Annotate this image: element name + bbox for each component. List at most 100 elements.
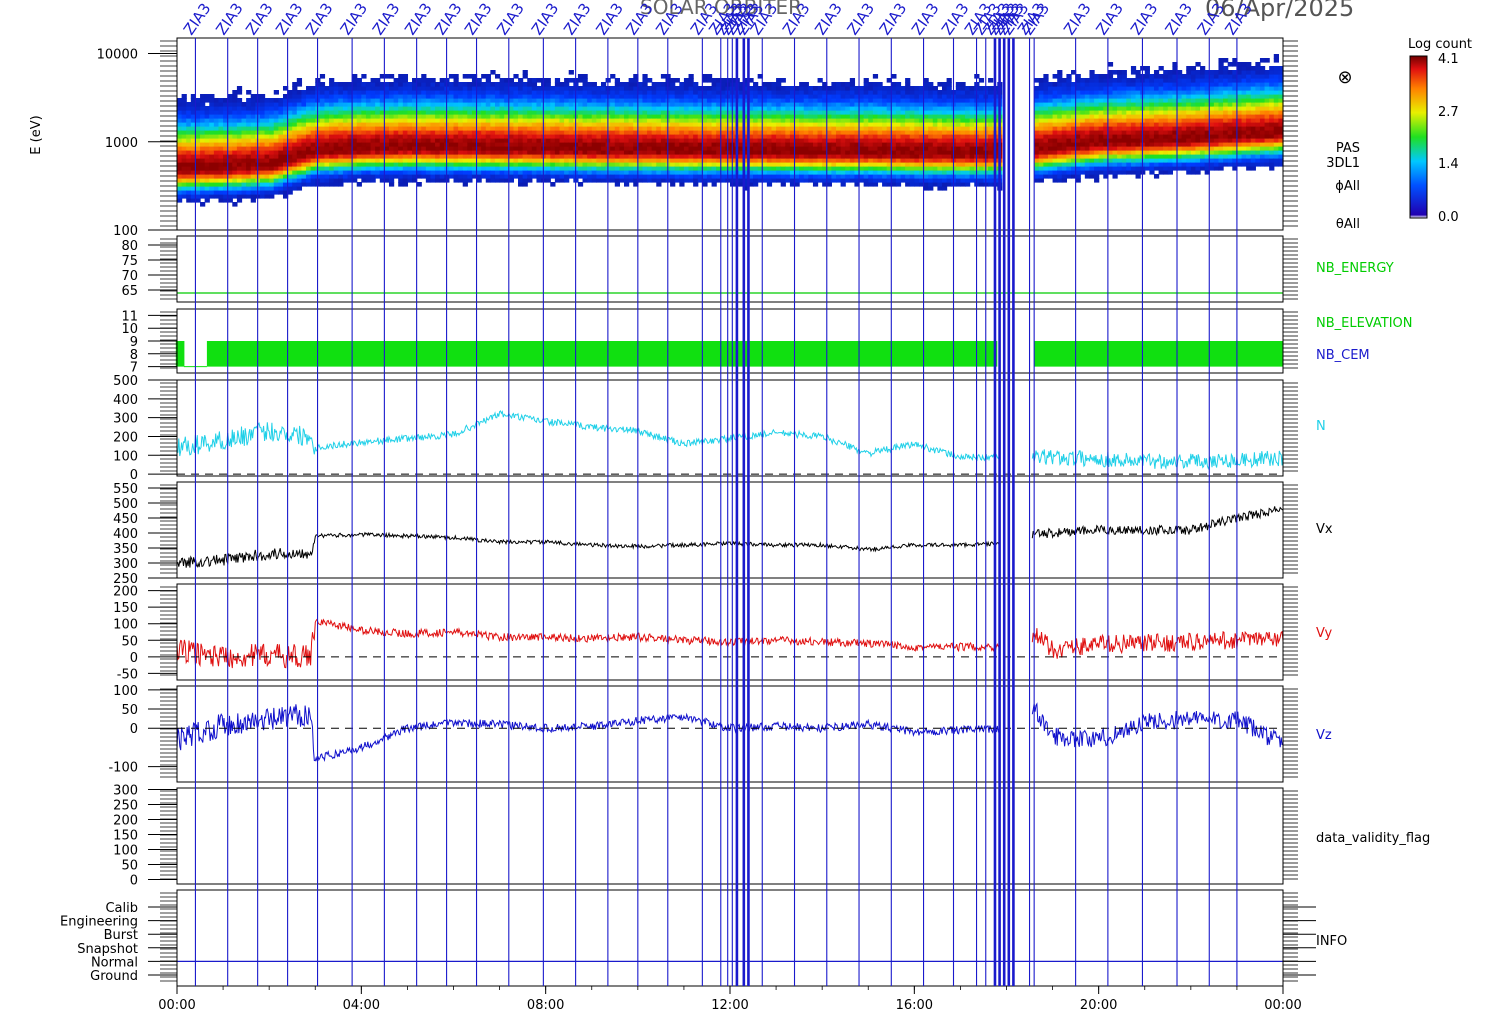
spectrogram-cell	[329, 114, 335, 119]
spectrogram-cell	[886, 142, 892, 147]
spectrogram-cell	[476, 158, 482, 163]
spectrogram-cell	[711, 126, 717, 131]
spectrogram-cell	[905, 142, 911, 147]
spectrogram-cell	[817, 130, 823, 135]
spectrogram-cell	[375, 122, 381, 127]
spectrogram-cell	[854, 174, 860, 179]
spectrogram-cell	[693, 170, 699, 175]
spectrogram-cell	[757, 174, 763, 179]
spectrogram-cell	[223, 166, 229, 171]
spectrogram-cell	[499, 178, 505, 183]
spectrogram-cell	[859, 110, 865, 115]
spectrogram-cell	[914, 178, 920, 183]
spectrogram-cell	[292, 166, 298, 171]
spectrogram-cell	[439, 174, 445, 179]
spectrogram-cell	[928, 86, 934, 91]
spectrogram-cell	[1034, 162, 1040, 167]
spectrogram-cell	[223, 134, 229, 139]
spectrogram-cell	[490, 166, 496, 171]
spectrogram-cell	[384, 102, 390, 107]
spectrogram-cell	[522, 126, 528, 131]
spectrogram-cell	[918, 162, 925, 167]
spectrogram-cell	[610, 86, 616, 91]
spectrogram-cell	[338, 146, 344, 151]
spectrogram-cell	[365, 166, 372, 171]
spectrogram-cell	[246, 170, 252, 175]
spectrogram-cell	[817, 106, 823, 111]
spectrogram-cell	[536, 86, 542, 91]
spectrogram-cell	[471, 130, 478, 135]
spectrogram-cell	[854, 106, 860, 111]
spectrogram-cell	[232, 122, 238, 127]
spectrogram-cell	[439, 102, 445, 107]
spectrogram-cell	[471, 134, 478, 139]
spectrogram-cell	[425, 158, 432, 163]
spectrogram-cell	[909, 174, 915, 179]
spectrogram-cell	[499, 134, 505, 139]
spectrogram-cell	[928, 174, 934, 179]
spectrogram-cell	[554, 166, 561, 171]
spectrogram-cell	[739, 130, 745, 135]
spectrogram-cell	[794, 182, 800, 187]
spectrogram-cell	[822, 134, 828, 139]
spectrogram-cell	[1038, 94, 1044, 99]
spectrogram-cell	[287, 154, 293, 159]
spectrogram-cell	[683, 162, 690, 167]
spectrogram-cell	[582, 138, 588, 143]
spectrogram-cell	[564, 142, 570, 147]
spectrogram-cell	[812, 150, 819, 155]
spectrogram-cell	[789, 154, 796, 159]
spectrogram-cell	[1089, 142, 1095, 147]
event-marker-label: ZIA3	[1092, 0, 1127, 38]
spectrogram-cell	[969, 170, 975, 175]
spectrogram-cell	[757, 126, 763, 131]
spectrogram-cell	[637, 102, 644, 107]
spectrogram-cell	[1034, 178, 1040, 183]
spectrogram-cell	[831, 130, 837, 135]
spectrogram-cell	[969, 126, 975, 131]
spectrogram-cell	[799, 94, 805, 99]
spectrogram-cell	[204, 142, 210, 147]
spectrogram-cell	[545, 166, 551, 171]
spectrogram-cell	[905, 174, 911, 179]
spectrogram-cell	[771, 118, 777, 123]
spectrogram-cell	[186, 110, 192, 115]
spectrogram-cell	[577, 90, 584, 95]
spectrogram-cell	[209, 134, 215, 139]
spectrogram-cell	[771, 174, 777, 179]
spectrogram-cell	[186, 178, 192, 183]
spectrogram-cell	[522, 142, 528, 147]
spectrogram-cell	[923, 94, 929, 99]
spectrogram-cell	[200, 102, 206, 107]
spectrogram-cell	[771, 142, 777, 147]
spectrogram-cell	[287, 174, 293, 179]
spectrogram-cell	[932, 174, 938, 179]
spectrogram-cell	[863, 130, 869, 135]
spectrogram-cell	[849, 154, 856, 159]
spectrogram-cell	[706, 90, 713, 95]
spectrogram-cell	[637, 110, 644, 115]
spectrogram-cell	[753, 110, 759, 115]
spectrogram-cell	[504, 146, 510, 151]
spectrogram-cell	[458, 94, 464, 99]
spectrogram-cell	[762, 166, 768, 171]
spectrogram-cell	[937, 150, 943, 155]
spectrogram-cell	[329, 82, 335, 87]
spectrogram-cell	[1038, 110, 1044, 115]
spectrogram-cell	[213, 170, 220, 175]
spectrogram-cell	[1075, 106, 1081, 111]
spectrogram-cell	[379, 110, 385, 115]
spectrogram-cell	[329, 182, 335, 187]
spectrogram-cell	[195, 122, 201, 127]
spectrogram-cell	[872, 146, 879, 151]
spectrogram-cell	[550, 134, 556, 139]
spectrogram-cell	[393, 154, 399, 159]
spectrogram-cell	[527, 82, 533, 87]
spectrogram-cell	[923, 166, 929, 171]
spectrogram-cell	[923, 106, 929, 111]
spectrogram-cell	[854, 178, 860, 183]
spectrogram-cell	[232, 98, 238, 103]
spectrogram-cell	[246, 90, 252, 95]
spectrogram-cell	[227, 118, 233, 123]
spectrogram-cell	[780, 126, 786, 131]
